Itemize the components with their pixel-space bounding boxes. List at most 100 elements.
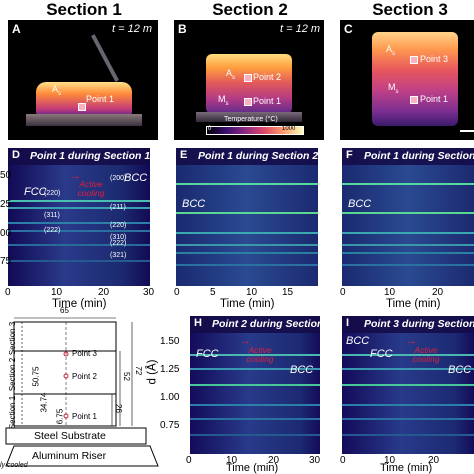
diffraction-line: [8, 222, 150, 224]
diffraction-line: [342, 264, 474, 266]
point-1-marker-b: [244, 98, 252, 106]
phase-label-bcc: BCC: [346, 335, 370, 347]
diffraction-line: [342, 404, 474, 406]
hkl-label: (311): [44, 212, 60, 219]
point-1-label-b: Point 1: [253, 96, 282, 106]
hkl-label: (310): [110, 234, 127, 241]
y-tick-h: 1.00: [160, 392, 180, 403]
diffraction-line: [342, 232, 474, 234]
dim-50-75: 50.75: [31, 366, 41, 387]
diffraction-line: [342, 418, 474, 420]
colorbar: [206, 126, 304, 135]
panel-letter-c: C: [344, 22, 353, 36]
y-axis-label-h: d (Å): [146, 359, 159, 385]
diffraction-line: [176, 244, 318, 246]
section-label-2: Section 2: [8, 357, 18, 392]
point-1-dot: [63, 413, 69, 419]
mark-b-ms: Ms: [218, 94, 229, 107]
diffraction-line: [342, 354, 474, 356]
diffraction-line: [190, 384, 320, 386]
x-axis-label-d: Time (min): [52, 298, 107, 310]
dim-6-75: 6.75: [55, 408, 65, 425]
diffraction-line: [190, 368, 320, 370]
x-axis-label-i: Time (min): [380, 462, 433, 474]
point-3-marker-c: [410, 56, 418, 64]
x-axis-label-e: Time (min): [220, 298, 275, 310]
phase-label-bcc: BCC: [448, 364, 472, 376]
x-tick-i: 20: [428, 455, 440, 466]
active-cooling-label-d: Active cooling: [77, 179, 105, 198]
x-tick-h: 0: [186, 455, 192, 466]
phase-label-bcc: BCC: [182, 198, 206, 210]
x-tick-f: 20: [432, 287, 444, 298]
x-tick-d: 20: [98, 287, 110, 298]
torch-nozzle-a: [91, 34, 119, 82]
point-2-dot: [63, 373, 69, 379]
diffraction-line: [8, 207, 150, 209]
mark-c-ms: Ms: [388, 82, 399, 95]
steel-substrate: [5, 427, 147, 445]
diffraction-line: [342, 434, 474, 436]
x-tick-e: 10: [246, 287, 258, 298]
phase-label-fcc: FCC: [370, 348, 393, 360]
dim-72: 72: [133, 366, 143, 375]
panel-letter-a: A: [12, 22, 21, 36]
dim-34-74: 34.74: [39, 392, 49, 413]
diffraction-line: [190, 418, 320, 420]
diffraction-line: [342, 384, 474, 386]
mark-b-as: As: [226, 68, 236, 81]
diffraction-line: [342, 183, 474, 185]
colorbar-title: Temperature (°C): [224, 116, 278, 123]
arrow-right-icon: →: [240, 335, 251, 347]
time-label-b: t = 12 m: [280, 23, 321, 35]
phase-label-bcc: BCC: [124, 172, 148, 184]
dim-width: 65: [60, 306, 69, 315]
active-cooling-label-i: Active cooling: [412, 345, 440, 364]
diffraction-line: [190, 354, 320, 356]
point-1-label-c: Point 1: [420, 94, 449, 104]
x-tick-h: 10: [226, 455, 238, 466]
panel-header-d: D Point 1 during Section 1: [8, 148, 150, 165]
xrd-panel-e: E Point 1 during Section 2 BCC: [176, 148, 318, 286]
hkl-label: (211): [110, 204, 126, 211]
x-tick-h: 30: [309, 455, 321, 466]
x-tick-e: 0: [174, 287, 180, 298]
diffraction-line: [190, 434, 320, 436]
steel-substrate-label: Steel Substrate: [34, 430, 106, 442]
hkl-label: (321): [110, 252, 127, 259]
point-2-label: Point 2: [72, 372, 97, 381]
diffraction-line: [176, 232, 318, 234]
time-label-a: t = 12 m: [112, 23, 153, 35]
mark-a-as: As: [52, 84, 62, 97]
point-1-marker-c: [410, 96, 418, 104]
phase-label-fcc: FCC: [24, 186, 47, 198]
y-tick-d: 25: [0, 199, 12, 210]
panel-letter-b: B: [178, 22, 187, 36]
section-label-3: Section 3: [8, 321, 18, 356]
panel-header-f: F Point 1 during Section 3: [342, 148, 474, 165]
aluminum-riser: [5, 445, 159, 467]
diffraction-line: [8, 244, 150, 246]
photo-panel-c: C As Ms Point 3 Point 1: [340, 20, 474, 140]
section-1-title: Section 1: [46, 0, 122, 19]
hkl-label: (222): [44, 227, 61, 234]
substrate-a: [26, 114, 142, 126]
colorbar-min: 0: [208, 126, 212, 132]
arrow-right-icon: →: [70, 170, 81, 182]
wall-schematic: [5, 317, 159, 467]
photo-panel-b: B t = 12 m As Ms Point 2 Point 1 Tempera…: [174, 20, 324, 140]
x-axis-label-h: Time (min): [226, 462, 279, 474]
arrow-right-icon: →: [406, 335, 417, 347]
diffraction-line: [190, 404, 320, 406]
diffraction-line: [176, 264, 318, 266]
wall-outline: [13, 321, 117, 427]
mark-c-as: As: [386, 44, 396, 57]
panel-header-e: E Point 1 during Section 2: [176, 148, 318, 165]
dim-52: 52: [121, 372, 131, 381]
colorbar-max: 1000: [282, 126, 296, 132]
x-tick-i: 10: [384, 455, 396, 466]
x-tick-h: 20: [268, 455, 280, 466]
point-3-dot: [63, 351, 69, 357]
diffraction-line: [342, 368, 474, 370]
